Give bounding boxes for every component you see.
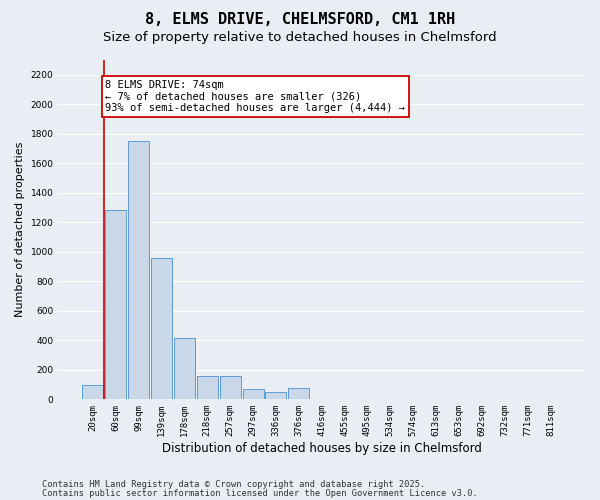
Bar: [265, 392, 286, 400]
Bar: [174, 338, 195, 400]
Bar: [151, 258, 172, 400]
Text: Contains HM Land Registry data © Crown copyright and database right 2025.: Contains HM Land Registry data © Crown c…: [42, 480, 425, 489]
Text: 8 ELMS DRIVE: 74sqm
← 7% of detached houses are smaller (326)
93% of semi-detach: 8 ELMS DRIVE: 74sqm ← 7% of detached hou…: [106, 80, 406, 113]
Bar: [357, 398, 378, 400]
Bar: [82, 384, 103, 400]
Bar: [311, 398, 332, 400]
Bar: [288, 388, 310, 400]
Text: Contains public sector information licensed under the Open Government Licence v3: Contains public sector information licen…: [42, 488, 478, 498]
Text: 8, ELMS DRIVE, CHELMSFORD, CM1 1RH: 8, ELMS DRIVE, CHELMSFORD, CM1 1RH: [145, 12, 455, 28]
X-axis label: Distribution of detached houses by size in Chelmsford: Distribution of detached houses by size …: [162, 442, 482, 455]
Bar: [197, 376, 218, 400]
Bar: [128, 141, 149, 400]
Text: Size of property relative to detached houses in Chelmsford: Size of property relative to detached ho…: [103, 31, 497, 44]
Bar: [105, 210, 126, 400]
Bar: [334, 398, 355, 400]
Bar: [220, 376, 241, 400]
Y-axis label: Number of detached properties: Number of detached properties: [15, 142, 25, 318]
Bar: [242, 389, 263, 400]
